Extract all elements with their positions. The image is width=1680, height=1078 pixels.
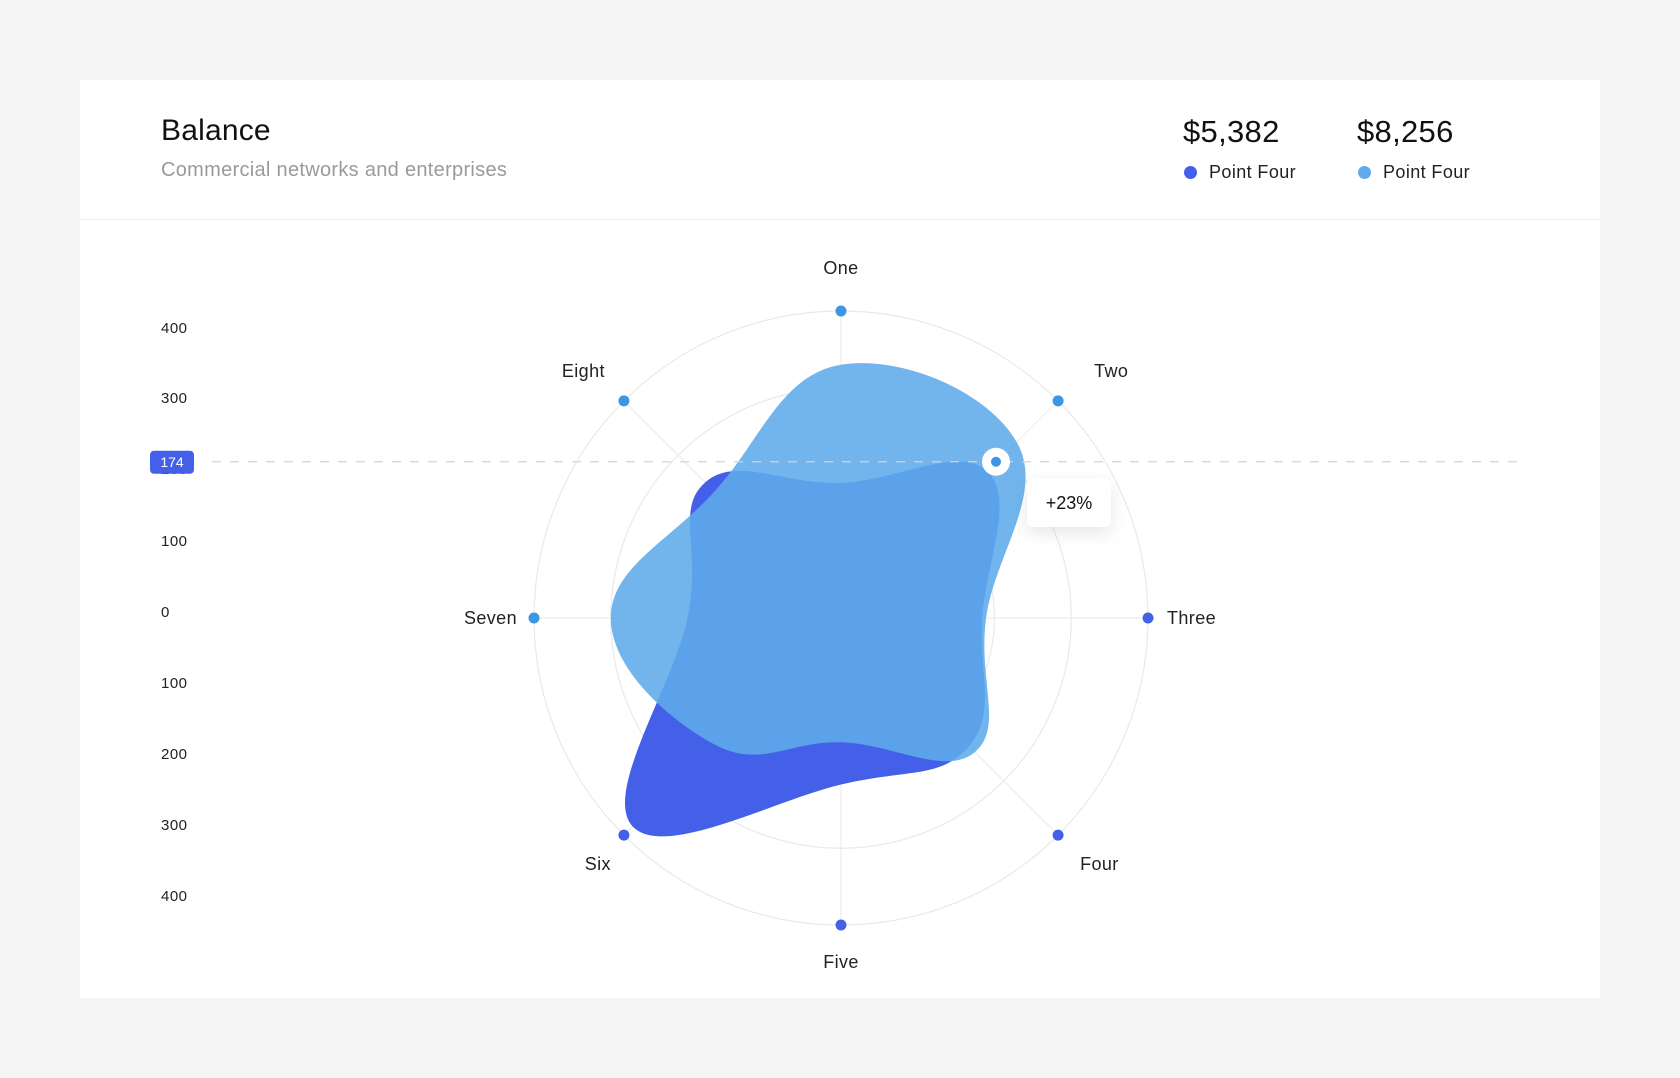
stat-value: $8,256: [1357, 114, 1454, 149]
axis-label-four: Four: [1080, 854, 1119, 874]
y-tick-label: 200: [161, 746, 188, 763]
axis-label-eight: Eight: [562, 361, 605, 381]
axis-label-seven: Seven: [464, 608, 517, 628]
stat-value: $5,382: [1183, 114, 1280, 149]
reference-badge-label: 174: [160, 454, 184, 470]
axis-dot: [618, 829, 630, 841]
axis-label-two: Two: [1094, 361, 1128, 381]
chart-tooltip: +23%: [1027, 479, 1111, 527]
y-tick-label: 300: [161, 817, 188, 834]
axis-dot: [1052, 829, 1064, 841]
y-tick-label: 0: [161, 604, 170, 621]
highlight-dot: [991, 456, 1001, 467]
axis-label-one: One: [823, 258, 858, 278]
legend-item[interactable]: Point Four: [1183, 162, 1296, 183]
legend-dot-icon: [1184, 166, 1197, 179]
axis-dot: [1142, 612, 1154, 624]
stat-point-four-light: $8,256 Point Four: [1357, 114, 1470, 183]
axis-dot: [835, 919, 847, 931]
tooltip-text: +23%: [1045, 492, 1093, 513]
y-tick-label: 400: [161, 888, 188, 905]
axis-label-six: Six: [585, 854, 611, 874]
y-tick-label: 100: [161, 533, 188, 550]
axis-dot: [1052, 395, 1064, 407]
axis-dot: [528, 612, 540, 624]
y-tick-label: 100: [161, 675, 188, 692]
card-title: Balance: [161, 114, 271, 147]
card-header: Balance Commercial networks and enterpri…: [80, 80, 1600, 220]
reference-badge: [150, 450, 194, 474]
card-subtitle: Commercial networks and enterprises: [161, 159, 508, 181]
legend-label: Point Four: [1209, 162, 1297, 182]
axis-dot: [618, 395, 630, 407]
axis-label-five: Five: [823, 952, 859, 972]
stat-point-four-dark: $5,382 Point Four: [1183, 114, 1296, 183]
axis-label-three: Three: [1167, 608, 1216, 628]
legend-label: Point Four: [1383, 162, 1471, 182]
y-tick-label: 400: [161, 320, 188, 337]
axis-dot: [835, 305, 847, 317]
y-tick-label: 300: [161, 390, 188, 407]
legend-item[interactable]: Point Four: [1357, 162, 1470, 183]
legend-dot-icon: [1358, 166, 1371, 179]
series-area-light: [610, 363, 1026, 762]
